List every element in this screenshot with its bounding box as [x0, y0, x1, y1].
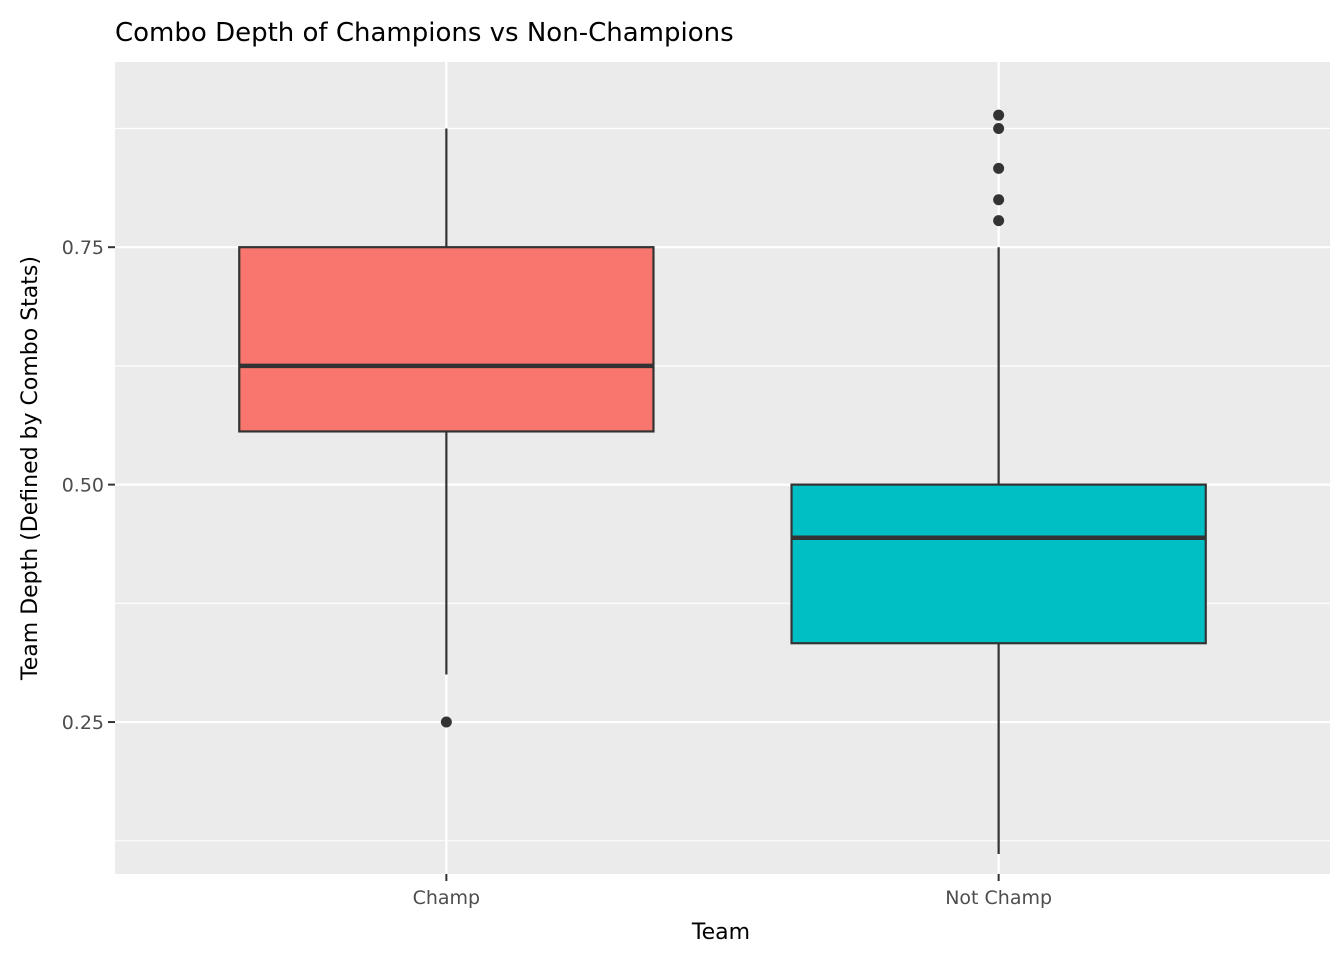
- iqr-box: [238, 246, 655, 433]
- x-tick-label: Not Champ: [945, 887, 1052, 909]
- y-axis-title: Team Depth (Defined by Combo Stats): [18, 256, 43, 681]
- plot-panel: [115, 62, 1330, 874]
- outlier-point: [993, 109, 1005, 121]
- box-champ: [238, 128, 655, 728]
- outlier-point: [993, 215, 1005, 227]
- y-tick-label: 0.25: [62, 712, 104, 734]
- plot-layer: 0.25 0.50 0.75 Champ Not Champ: [62, 62, 1330, 909]
- iqr-box: [790, 483, 1207, 645]
- outlier-point: [993, 194, 1005, 206]
- x-axis-title: Team: [691, 920, 750, 945]
- y-tick-label: 0.50: [62, 475, 104, 497]
- chart-title: Combo Depth of Champions vs Non-Champion…: [115, 18, 734, 48]
- outlier-point: [440, 716, 452, 728]
- y-tick-label: 0.75: [62, 237, 104, 259]
- box-not-champ: [790, 109, 1207, 855]
- outlier-point: [993, 162, 1005, 174]
- x-tick-label: Champ: [413, 887, 481, 909]
- outlier-point: [993, 122, 1005, 134]
